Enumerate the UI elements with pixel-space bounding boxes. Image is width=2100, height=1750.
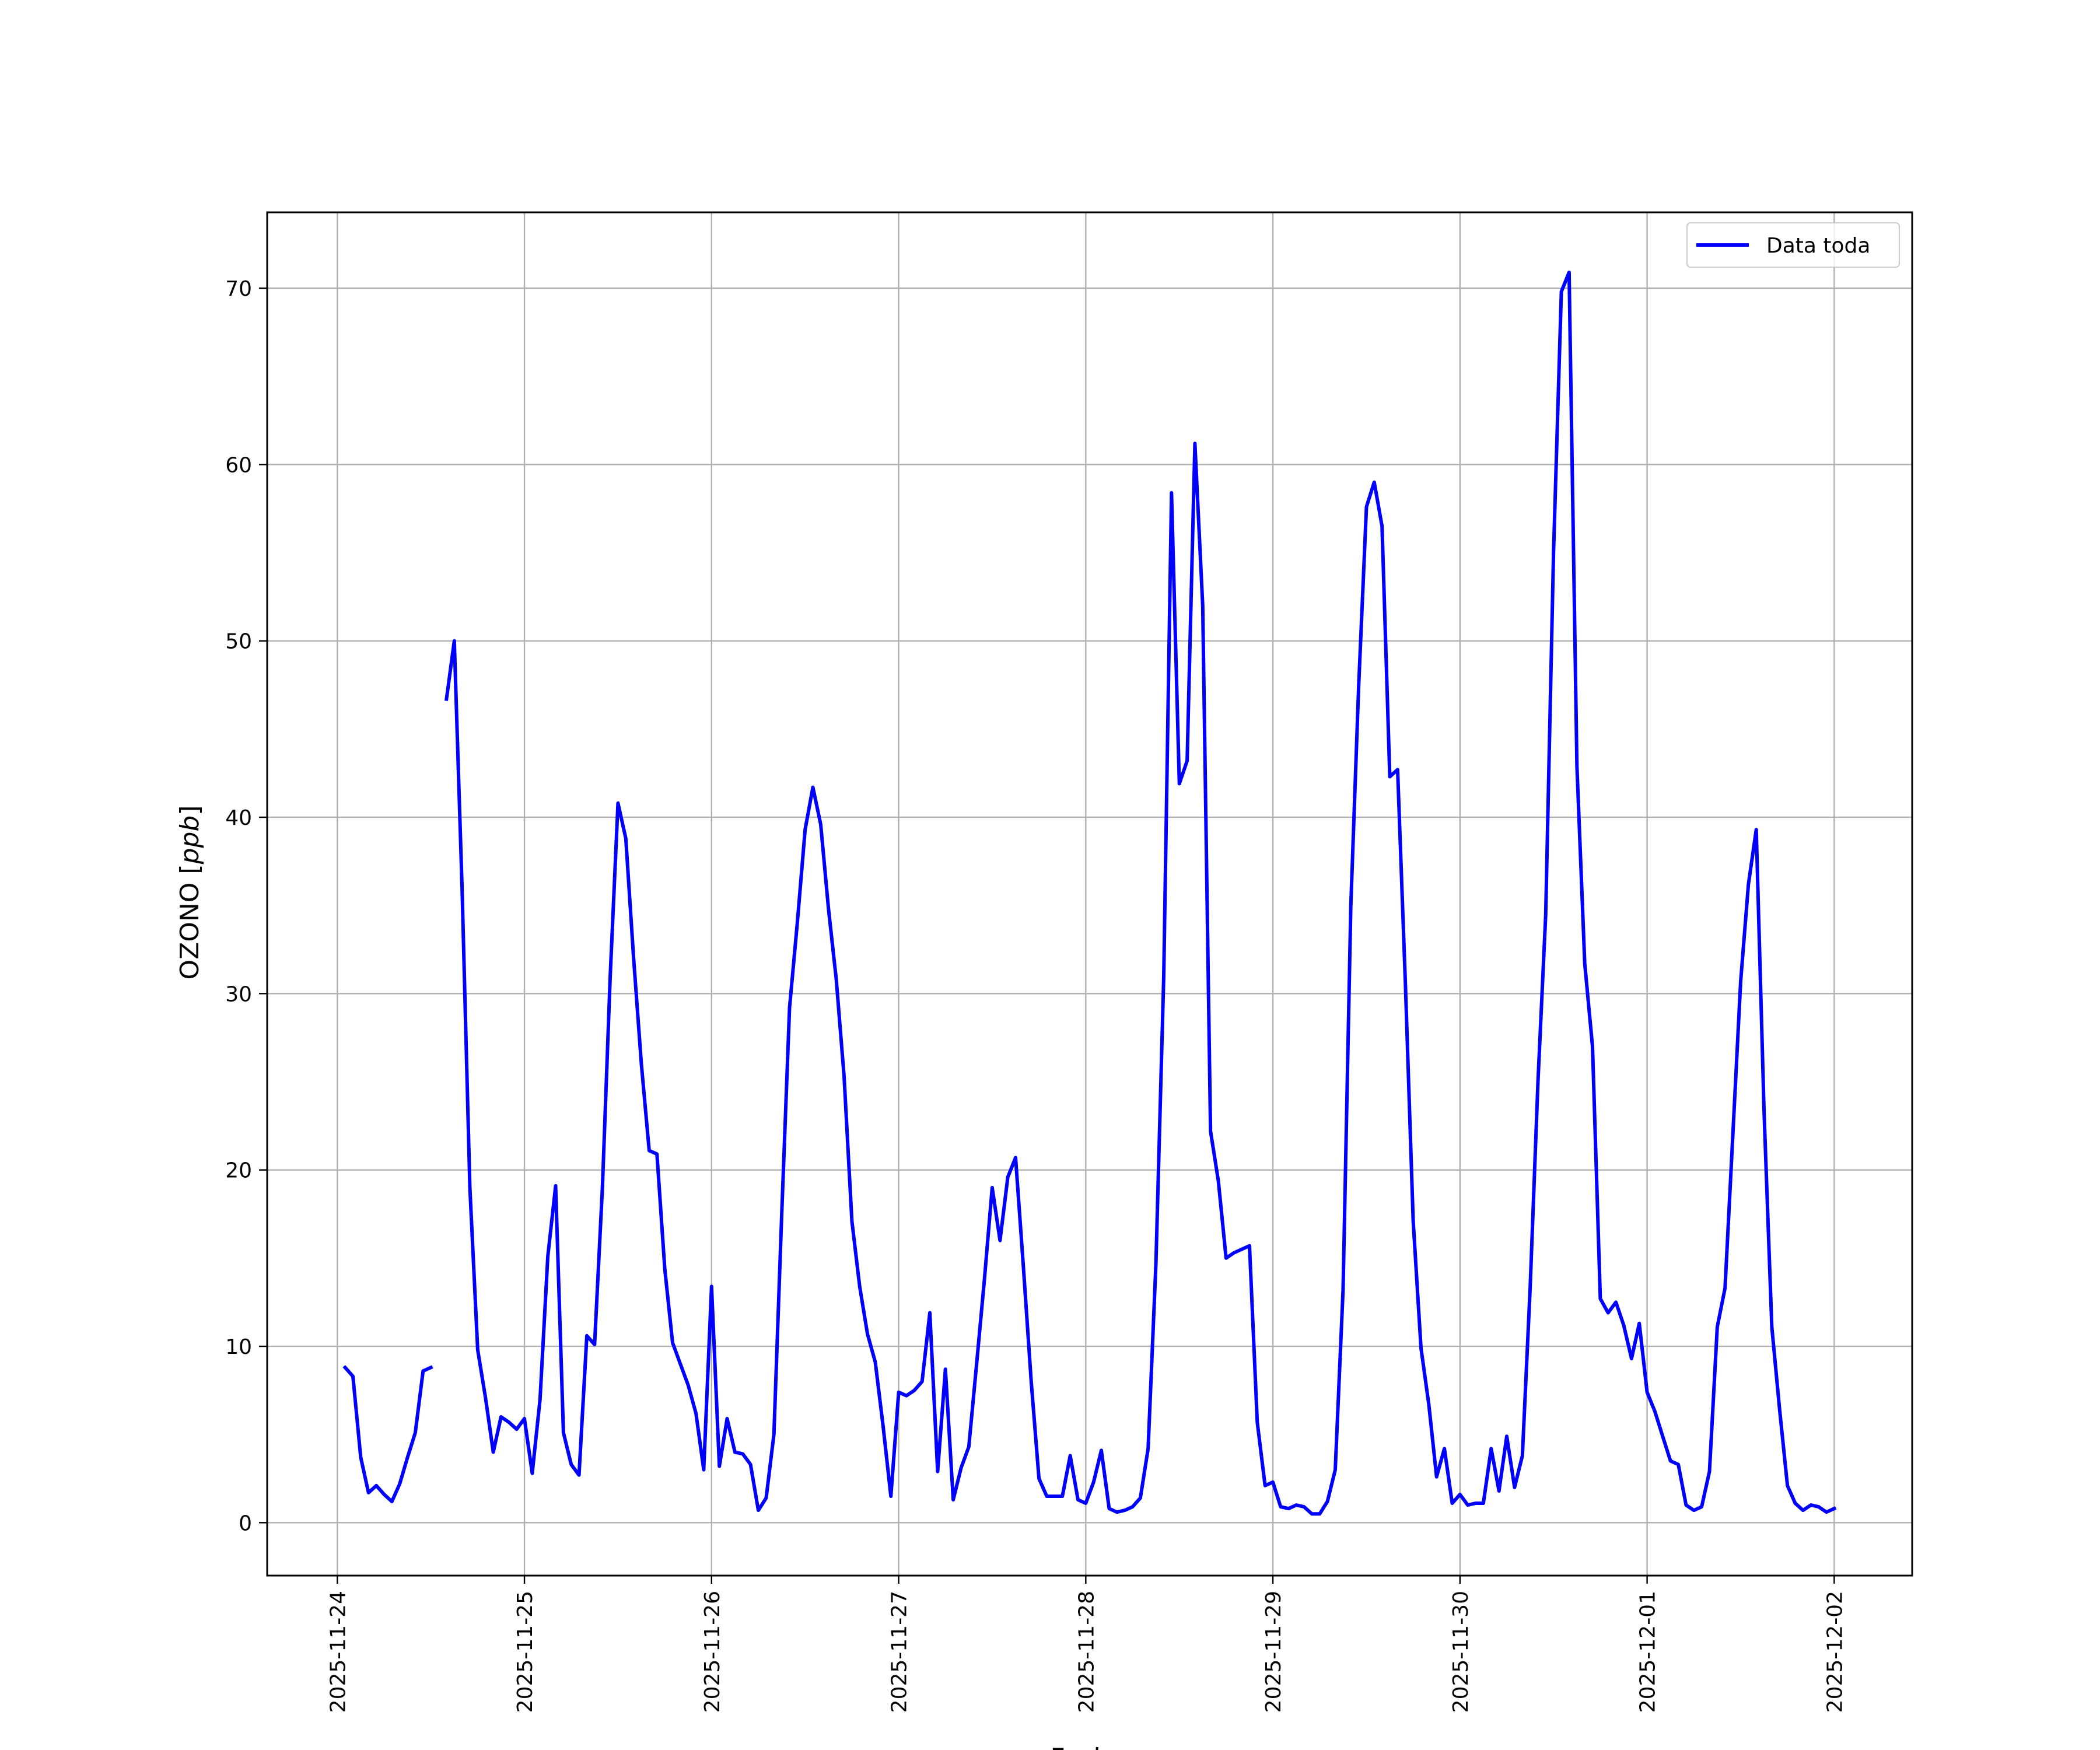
data-area xyxy=(342,270,1837,1516)
y-axis-label-open: [ xyxy=(175,864,205,874)
y-tick-label: 60 xyxy=(225,453,252,477)
legend-box xyxy=(1686,222,1900,268)
legend: Data toda xyxy=(1686,222,1900,268)
y-tick-label: 20 xyxy=(225,1159,252,1183)
x-tick-label: 2025-12-01 xyxy=(1636,1591,1660,1713)
ticks: 2025-11-24 2025-11-25 2025-11-26 2025-11-27… xyxy=(225,277,1847,1713)
x-tick-label: 2025-11-29 xyxy=(1262,1591,1286,1713)
y-axis-label: OZONO [ppb] xyxy=(175,805,205,979)
x-tick-label: 2025-11-30 xyxy=(1449,1591,1473,1713)
x-tick-label: 2025-11-27 xyxy=(888,1591,912,1713)
y-tick-label: 30 xyxy=(225,982,252,1006)
y-tick-label: 40 xyxy=(225,806,252,830)
series-line-segment xyxy=(342,1365,433,1503)
x-tick-label: 2025-11-26 xyxy=(701,1591,724,1713)
legend-label: Data toda xyxy=(1766,234,1870,258)
plot-frame xyxy=(266,211,1913,1577)
y-tick-label: 0 xyxy=(239,1511,252,1535)
y-tick-label: 10 xyxy=(225,1335,252,1359)
y-axis-label-close: ] xyxy=(175,805,205,815)
grid xyxy=(267,212,1912,1576)
series-line-segment xyxy=(444,270,1837,1516)
y-axis-label-unit: ppb xyxy=(175,816,205,865)
x-tick-label: 2025-11-24 xyxy=(326,1591,350,1713)
y-axis-label-main: OZONO xyxy=(175,874,205,980)
x-tick-label: 2025-11-25 xyxy=(513,1591,537,1713)
x-tick-label: 2025-11-28 xyxy=(1074,1591,1098,1713)
x-axis-label: Fecha xyxy=(1050,1743,1125,1750)
y-tick-label: 50 xyxy=(225,630,252,654)
x-tick-label: 2025-12-02 xyxy=(1823,1591,1847,1713)
y-tick-label: 70 xyxy=(225,277,252,301)
